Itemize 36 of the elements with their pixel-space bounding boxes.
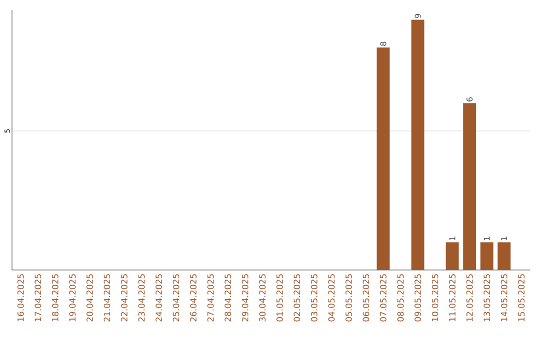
bar bbox=[463, 103, 476, 270]
x-tick-label: 19.04.2025 bbox=[69, 274, 76, 322]
x-tick-label: 10.05.2025 bbox=[432, 274, 438, 322]
x-tick-label: 18.04.2025 bbox=[52, 274, 58, 322]
x-tick-label: 17.04.2025 bbox=[34, 274, 42, 322]
x-tick-label: 25.04.2025 bbox=[172, 274, 180, 322]
x-tick-label: 28.04.2025 bbox=[224, 274, 232, 322]
x-tick-label: 15.05.2025 bbox=[518, 274, 525, 322]
bar bbox=[411, 20, 424, 270]
x-tick-label: 08.05.2025 bbox=[397, 274, 404, 322]
x-tick-label: 03.05.2025 bbox=[310, 274, 318, 322]
bar bbox=[480, 242, 494, 270]
x-tick-label: 24.04.2025 bbox=[156, 274, 162, 322]
x-tick-label: 27.04.2025 bbox=[207, 274, 214, 322]
x-tick-label: 06.05.2025 bbox=[362, 274, 370, 322]
x-tick-label: 20.04.2025 bbox=[86, 274, 93, 322]
bar bbox=[446, 242, 459, 270]
x-tick-label: 09.05.2025 bbox=[414, 274, 421, 322]
x-tick-label: 02.05.2025 bbox=[294, 274, 300, 322]
x-tick-label: 29.04.2025 bbox=[242, 274, 248, 322]
x-tick-label: 16.04.2025 bbox=[17, 274, 24, 322]
x-tick-label: 04.05.2025 bbox=[328, 274, 335, 322]
x-tick-label: 26.04.2025 bbox=[190, 274, 197, 322]
x-tick-label: 07.05.2025 bbox=[380, 274, 386, 322]
x-tick-label: 14.05.2025 bbox=[500, 274, 508, 322]
x-tick-label: 01.05.2025 bbox=[276, 274, 283, 322]
x-tick-label: 05.05.2025 bbox=[346, 274, 352, 322]
x-tick-label: 30.04.2025 bbox=[259, 274, 266, 322]
x-tick-label: 12.05.2025 bbox=[466, 274, 473, 322]
bar bbox=[498, 242, 511, 270]
bar bbox=[376, 48, 390, 270]
x-tick-label: 23.04.2025 bbox=[138, 274, 145, 322]
x-tick-label: 13.05.2025 bbox=[484, 274, 490, 322]
x-tick-label: 22.04.2025 bbox=[121, 274, 128, 322]
x-tick-label: 21.04.2025 bbox=[104, 274, 110, 322]
x-tick-label: 11.05.2025 bbox=[449, 274, 456, 322]
